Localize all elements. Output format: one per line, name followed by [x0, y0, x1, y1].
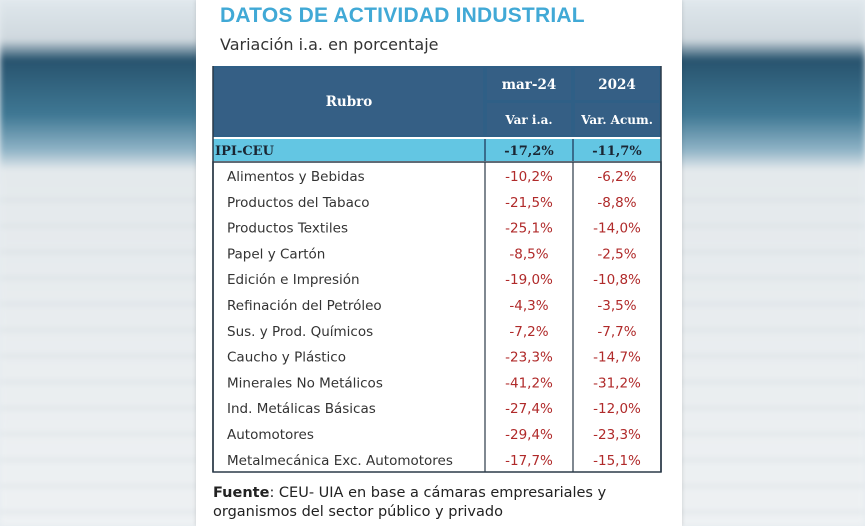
header-col2-sub: Var. Acum.	[580, 113, 653, 127]
blurred-background-right	[665, 0, 865, 526]
table-rows: Alimentos y Bebidas -10,2% -6,2% Productos …	[227, 169, 641, 469]
row-label: Metalmecánica Exc. Automotores	[227, 453, 453, 469]
header-col2-top: 2024	[598, 77, 636, 93]
header-cell-col1-top	[487, 68, 571, 100]
row-value-var-acum: -10,8%	[593, 272, 641, 288]
source-label: Fuente	[213, 485, 270, 501]
row-value-var-ia: -29,4%	[505, 427, 553, 443]
row-value-var-acum: -12,0%	[593, 401, 641, 417]
source-text: : CEU- UIA en base a cámaras empresarial…	[213, 485, 607, 520]
row-value-var-ia: -17,7%	[505, 453, 553, 469]
row-value-var-acum: -8,8%	[597, 195, 636, 211]
row-value-var-acum: -3,5%	[597, 298, 636, 314]
row-value-var-acum: -6,2%	[597, 169, 636, 185]
row-label: Productos Textiles	[227, 221, 348, 237]
row-value-var-acum: -31,2%	[593, 375, 641, 391]
highlight-row-var-acum: -11,7%	[592, 144, 642, 159]
row-label: Ind. Metálicas Básicas	[227, 401, 376, 417]
header-cell-col2-sub	[575, 103, 659, 135]
header-rubro: Rubro	[326, 94, 373, 110]
highlight-row-name: IPI-CEU	[215, 144, 275, 159]
data-table: Rubro mar-24 Var i.a. 2024 Var. Acum. IP…	[212, 66, 662, 473]
highlight-row-var-ia: -17,2%	[504, 144, 554, 159]
row-value-var-acum: -14,7%	[593, 350, 641, 366]
header-cell-col2-top	[575, 68, 659, 100]
row-value-var-ia: -8,5%	[509, 246, 548, 262]
row-value-var-ia: -21,5%	[505, 195, 553, 211]
row-value-var-acum: -15,1%	[593, 453, 641, 469]
row-label: Productos del Tabaco	[227, 195, 370, 211]
blurred-background-left	[0, 0, 200, 526]
row-label: Papel y Cartón	[227, 246, 325, 262]
highlight-row-bg	[213, 139, 661, 161]
header-col1-sub: Var i.a.	[504, 113, 552, 127]
infographic-card: DATOS DE ACTIVIDAD INDUSTRIAL Variación …	[196, 0, 682, 526]
row-label: Automotores	[227, 427, 314, 443]
row-label: Caucho y Plástico	[227, 350, 346, 366]
row-value-var-ia: -41,2%	[505, 375, 553, 391]
header-col1-top: mar-24	[502, 77, 557, 93]
row-label: Alimentos y Bebidas	[227, 169, 365, 185]
row-label: Sus. y Prod. Químicos	[227, 324, 373, 340]
row-value-var-acum: -7,7%	[597, 324, 636, 340]
row-value-var-acum: -2,5%	[597, 246, 636, 262]
chart-subtitle: Variación i.a. en porcentaje	[220, 35, 439, 54]
row-value-var-ia: -27,4%	[505, 401, 553, 417]
row-value-var-acum: -14,0%	[593, 221, 641, 237]
row-value-var-ia: -25,1%	[505, 221, 553, 237]
row-value-var-ia: -23,3%	[505, 350, 553, 366]
row-label: Minerales No Metálicos	[227, 375, 383, 391]
row-value-var-ia: -4,3%	[509, 298, 548, 314]
row-value-var-ia: -19,0%	[505, 272, 553, 288]
header-cell-rubro	[215, 68, 483, 135]
row-label: Edición e Impresión	[227, 272, 360, 288]
row-value-var-ia: -7,2%	[509, 324, 548, 340]
row-value-var-ia: -10,2%	[505, 169, 553, 185]
row-label: Refinación del Petróleo	[227, 298, 382, 314]
row-value-var-acum: -23,3%	[593, 427, 641, 443]
source-note: Fuente: CEU- UIA en base a cámaras empre…	[213, 484, 673, 522]
chart-title: DATOS DE ACTIVIDAD INDUSTRIAL	[220, 4, 585, 27]
header-cell-col1-sub	[487, 103, 571, 135]
